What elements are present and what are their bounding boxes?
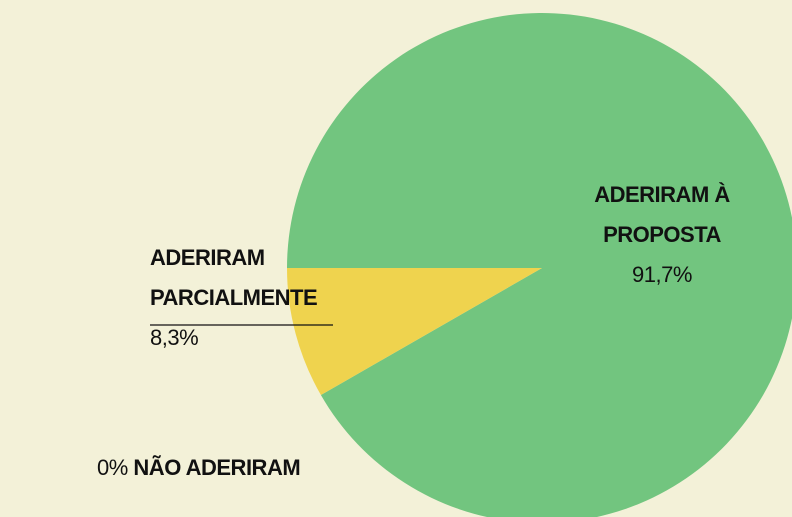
slice-label: ADERIRAM À PROPOSTA 91,7% (577, 175, 747, 295)
category-label: NÃO ADERIRAM (133, 455, 301, 480)
value-label: 8,3% (150, 325, 199, 350)
category-label: ADERIRAM PARCIALMENTE (150, 245, 318, 310)
category-label: ADERIRAM À PROPOSTA (594, 182, 730, 247)
slice-label: 0% NÃO ADERIRAM (97, 448, 397, 488)
slice-label: ADERIRAM PARCIALMENTE 8,3% (150, 238, 350, 358)
pie-slice (287, 268, 542, 396)
pie-slice (287, 13, 792, 517)
value-label: 91,7% (632, 262, 692, 287)
value-label: 0% (97, 455, 128, 480)
